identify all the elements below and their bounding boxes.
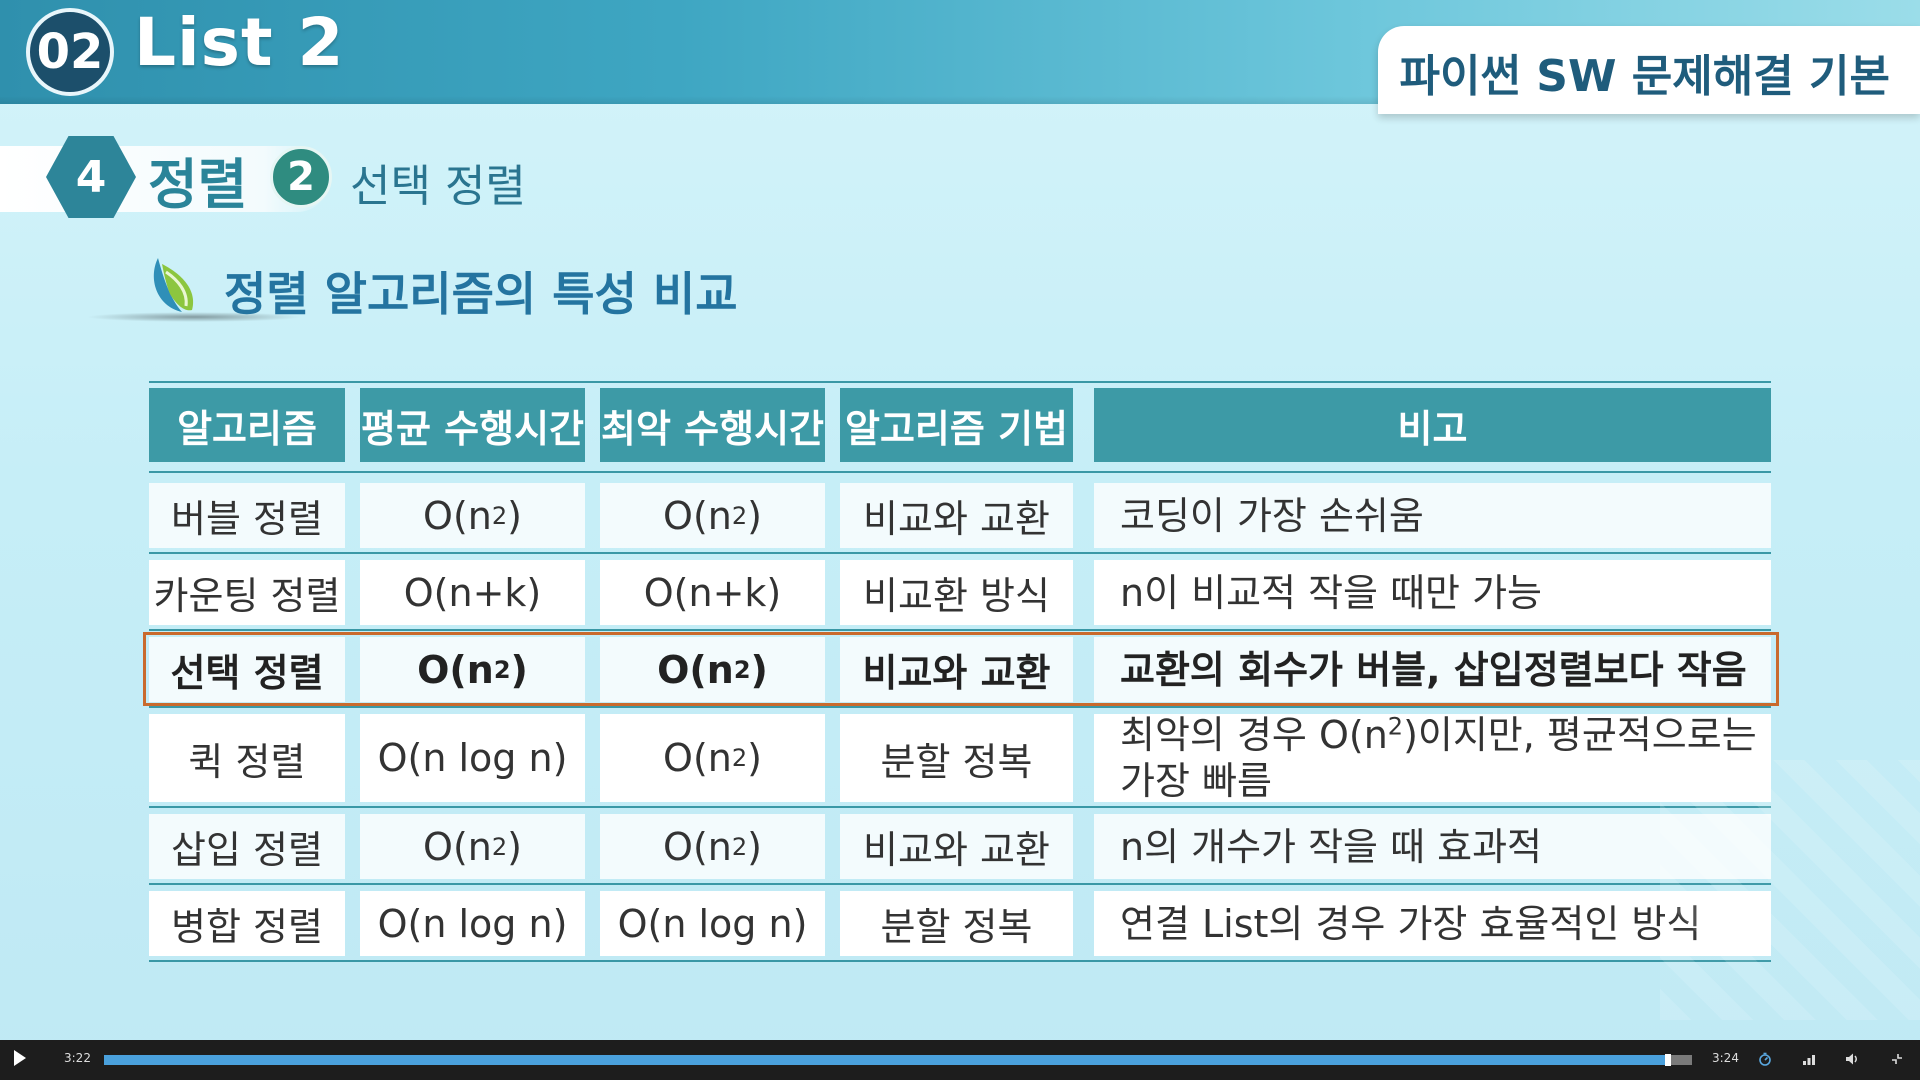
- remarks-cell: 최악의 경우 O(n2)이지만, 평균적으로는 가장 빠름: [1094, 713, 1771, 803]
- slide-heading: 정렬 알고리즘의 특성 비교: [224, 267, 738, 321]
- leaf-bullet-icon: [153, 258, 194, 312]
- average-time-cell: O(n log n): [360, 714, 585, 802]
- subsection-number-badge: 2: [270, 146, 332, 208]
- table-row: 버블 정렬 O(n 2) O(n 2) 비교와 교환 코딩이 가장 손쉬움: [149, 477, 1771, 554]
- course-title-tab: 파이썬 SW 문제해결 기본: [1378, 26, 1920, 114]
- remarks-cell: 교환의 회수가 버블, 삽입정렬보다 작음: [1094, 637, 1771, 702]
- chapter-title: List 2: [134, 4, 345, 81]
- average-time-cell: O(n+k): [360, 560, 585, 625]
- table-row: 병합 정렬 O(n log n) O(n log n) 분할 정복 연결 Lis…: [149, 885, 1771, 962]
- technique-cell: 비교와 교환: [840, 637, 1073, 702]
- table-row-highlighted: 선택 정렬 O(n 2) O(n 2) 비교와 교환 교환의 회수가 버블, 삽입정…: [149, 631, 1771, 708]
- average-time-cell: O(n 2): [360, 814, 585, 879]
- heading-shadow: [86, 312, 302, 322]
- header-worst-time: 최악 수행시간: [600, 388, 825, 462]
- video-player-controls: 3:22 3:24: [0, 1040, 1920, 1080]
- header-remarks: 비고: [1094, 388, 1771, 462]
- algorithm-name-cell: 퀵 정렬: [149, 714, 345, 802]
- worst-time-cell: O(n+k): [600, 560, 825, 625]
- speed-icon[interactable]: [1756, 1050, 1774, 1068]
- technique-cell: 분할 정복: [840, 891, 1073, 956]
- header-technique: 알고리즘 기법: [840, 388, 1073, 462]
- fullscreen-exit-icon[interactable]: [1888, 1050, 1906, 1068]
- progress-fill: [104, 1055, 1669, 1065]
- course-title: 파이썬 SW 문제해결 기본: [1399, 51, 1891, 102]
- table-row: 카운팅 정렬 O(n+k) O(n+k) 비교환 방식 n이 비교적 작을 때만…: [149, 554, 1771, 631]
- worst-time-cell: O(n log n): [600, 891, 825, 956]
- average-time-cell: O(n 2): [360, 637, 585, 702]
- play-icon[interactable]: [14, 1050, 26, 1066]
- remarks-cell: n이 비교적 작을 때만 가능: [1094, 560, 1771, 625]
- header-average-time: 평균 수행시간: [360, 388, 585, 462]
- algorithm-name-cell: 병합 정렬: [149, 891, 345, 956]
- volume-icon[interactable]: [1844, 1050, 1862, 1068]
- progress-thumb[interactable]: [1665, 1054, 1672, 1066]
- algorithm-comparison-table: 알고리즘 평균 수행시간 최악 수행시간 알고리즘 기법 비고 버블 정렬 O(…: [149, 381, 1771, 962]
- technique-cell: 비교환 방식: [840, 560, 1073, 625]
- table-header-row: 알고리즘 평균 수행시간 최악 수행시간 알고리즘 기법 비고: [149, 381, 1771, 473]
- progress-bar[interactable]: [104, 1054, 1692, 1066]
- average-time-cell: O(n log n): [360, 891, 585, 956]
- technique-cell: 비교와 교환: [840, 814, 1073, 879]
- algorithm-name-cell: 카운팅 정렬: [149, 560, 345, 625]
- background-decoration: [1660, 760, 1920, 1020]
- quality-icon[interactable]: [1800, 1050, 1818, 1068]
- worst-time-cell: O(n 2): [600, 483, 825, 548]
- worst-time-cell: O(n 2): [600, 637, 825, 702]
- chapter-number-badge: 02: [26, 8, 114, 96]
- total-time: 3:24: [1712, 1051, 1739, 1065]
- algorithm-name-cell: 삽입 정렬: [149, 814, 345, 879]
- header-algorithm: 알고리즘: [149, 388, 345, 462]
- remarks-cell: 코딩이 가장 손쉬움: [1094, 483, 1771, 548]
- table-row: 삽입 정렬 O(n 2) O(n 2) 비교와 교환 n의 개수가 작을 때 효과적: [149, 808, 1771, 885]
- subsection-title: 선택 정렬: [350, 161, 526, 212]
- current-time: 3:22: [64, 1051, 91, 1065]
- algorithm-name-cell: 버블 정렬: [149, 483, 345, 548]
- remarks-cell: n의 개수가 작을 때 효과적: [1094, 814, 1771, 879]
- technique-cell: 분할 정복: [840, 714, 1073, 802]
- section-number-badge: 4: [46, 136, 136, 218]
- table-row: 퀵 정렬 O(n log n) O(n 2) 분할 정복 최악의 경우 O(n2)…: [149, 708, 1771, 808]
- worst-time-cell: O(n 2): [600, 814, 825, 879]
- technique-cell: 비교와 교환: [840, 483, 1073, 548]
- algorithm-name-cell: 선택 정렬: [149, 637, 345, 702]
- section-title: 정렬: [148, 153, 248, 216]
- worst-time-cell: O(n 2): [600, 714, 825, 802]
- average-time-cell: O(n 2): [360, 483, 585, 548]
- remarks-cell: 연결 List의 경우 가장 효율적인 방식: [1094, 891, 1771, 956]
